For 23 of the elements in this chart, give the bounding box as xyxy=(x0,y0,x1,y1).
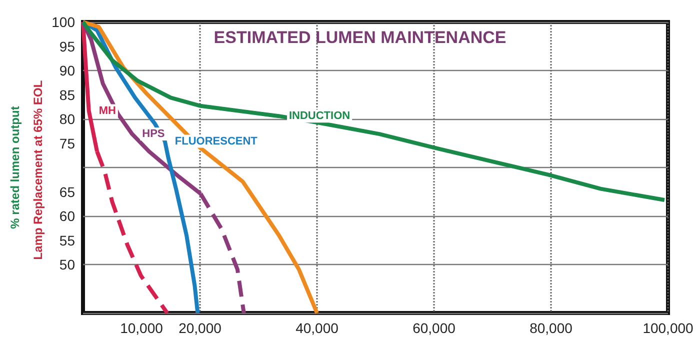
chart-title: ESTIMATED LUMEN MAINTENANCE xyxy=(214,28,506,47)
y-axis-title: % rated lumen output xyxy=(8,106,22,229)
y-tick-label: 90 xyxy=(59,62,76,78)
x-tick-label: 10,000 xyxy=(120,320,164,336)
x-tick-label: 40,000 xyxy=(296,320,339,336)
x-tick-label: 100,000 xyxy=(642,320,694,336)
y-tick-label: 65 xyxy=(59,184,76,200)
y-tick-label: 85 xyxy=(59,86,76,103)
series-label: MH xyxy=(98,104,116,117)
y-tick-label: 55 xyxy=(59,232,76,248)
series-label: FLUORESCENT xyxy=(174,135,258,148)
y-tick-label: 80 xyxy=(59,111,76,127)
y-tick-label: 60 xyxy=(59,208,76,224)
series-label: HPS xyxy=(142,128,165,140)
x-tick-label: 80,000 xyxy=(530,320,573,336)
y-tick-label: 75 xyxy=(59,135,76,152)
text: Lamp Replacement at 65% EOL xyxy=(31,80,45,260)
y-tick-label: 95 xyxy=(59,38,76,54)
x-tick-label: 20,000 xyxy=(178,320,222,336)
series-label: INDUCTION xyxy=(288,110,350,122)
y-tick-label: 100 xyxy=(52,14,76,30)
y-tick-label: 50 xyxy=(59,256,76,272)
x-tick-label: 60,000 xyxy=(412,320,456,336)
